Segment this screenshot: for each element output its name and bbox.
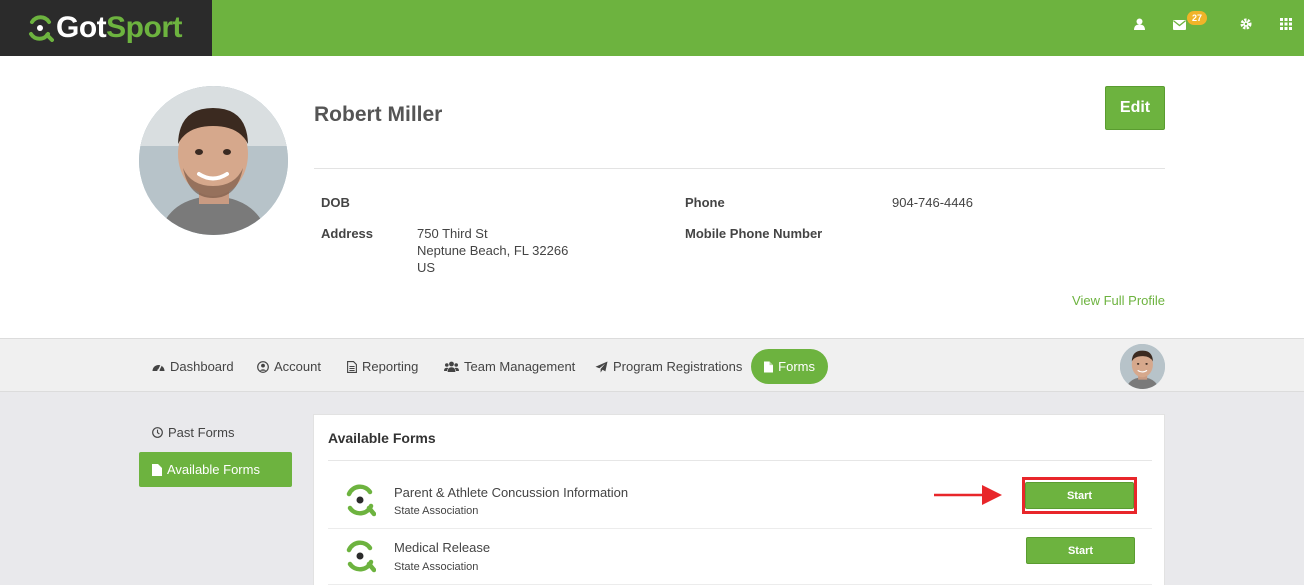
address-line-3: US xyxy=(417,260,436,275)
logo-mark-icon xyxy=(29,15,54,42)
users-icon xyxy=(444,361,459,372)
tab-account[interactable]: Account xyxy=(244,349,334,384)
tab-reporting-label: Reporting xyxy=(362,359,419,374)
clock-icon xyxy=(152,427,163,438)
tab-reporting[interactable]: Reporting xyxy=(334,349,431,384)
form-issuer: State Association xyxy=(394,561,479,573)
phone-label: Phone xyxy=(685,195,725,210)
tab-team-management[interactable]: Team Management xyxy=(431,349,588,384)
available-forms-label: Available Forms xyxy=(167,462,260,477)
start-form-button[interactable]: Start xyxy=(1026,537,1135,564)
gotsport-form-icon xyxy=(346,540,376,573)
tab-program-registrations-label: Program Registrations xyxy=(613,359,743,374)
tab-team-management-label: Team Management xyxy=(464,359,576,374)
main-nav: Dashboard Account Reporting Team Managem… xyxy=(0,338,1304,392)
past-forms-link[interactable]: Past Forms xyxy=(152,425,234,440)
annotation-highlight-box xyxy=(1022,477,1137,514)
available-forms-link[interactable]: Available Forms xyxy=(139,452,292,487)
profile-section: Robert Miller Edit DOB Address 750 Third… xyxy=(0,56,1304,338)
address-label: Address xyxy=(321,226,374,241)
user-avatar-menu[interactable] xyxy=(1120,344,1165,389)
tab-account-label: Account xyxy=(274,359,321,374)
gotsport-form-icon xyxy=(346,484,376,517)
message-count-badge: 27 xyxy=(1187,11,1208,25)
paper-plane-icon xyxy=(595,361,608,372)
file-icon xyxy=(764,361,774,372)
gear-icon[interactable] xyxy=(1240,18,1252,30)
tab-dashboard-label: Dashboard xyxy=(170,359,234,374)
tab-forms-label: Forms xyxy=(778,359,815,374)
address-value: 750 Third St Neptune Beach, FL 32266 US xyxy=(417,225,568,276)
edit-profile-button[interactable]: Edit xyxy=(1105,86,1165,130)
user-circle-icon xyxy=(257,360,269,373)
file-icon xyxy=(152,463,162,476)
logo-text-sport: Sport xyxy=(106,11,182,44)
phone-value: 904-746-4446 xyxy=(892,195,973,210)
envelope-icon[interactable]: 27 xyxy=(1173,11,1208,30)
profile-divider xyxy=(314,168,1165,169)
dashboard-icon xyxy=(152,365,165,372)
form-name: Medical Release xyxy=(394,540,491,555)
available-forms-card: Available Forms Parent & Athlete Concuss… xyxy=(313,414,1165,585)
dob-label: DOB xyxy=(321,195,350,210)
mobile-phone-label: Mobile Phone Number xyxy=(685,226,823,241)
grid-icon[interactable] xyxy=(1280,18,1292,30)
address-line-1: 750 Third St xyxy=(417,226,488,241)
form-name: Parent & Athlete Concussion Information xyxy=(394,485,629,500)
tab-program-registrations[interactable]: Program Registrations xyxy=(582,349,755,384)
card-divider xyxy=(328,460,1152,461)
user-icon[interactable] xyxy=(1134,18,1145,30)
past-forms-label: Past Forms xyxy=(168,425,235,440)
start-form-button[interactable]: Start xyxy=(1025,482,1134,509)
row-divider xyxy=(328,528,1152,529)
address-line-2: Neptune Beach, FL 32266 xyxy=(417,243,569,258)
top-bar: GotSport 27 xyxy=(0,0,1304,56)
annotation-arrow xyxy=(934,485,1002,505)
logo-text-got: Got xyxy=(56,11,107,44)
gotsport-logo[interactable]: GotSport xyxy=(0,0,212,56)
tab-forms[interactable]: Forms xyxy=(751,349,828,384)
tab-dashboard[interactable]: Dashboard xyxy=(139,349,247,384)
card-title: Available Forms xyxy=(328,430,436,446)
profile-avatar xyxy=(139,86,288,235)
profile-name: Robert Miller xyxy=(314,103,443,126)
document-icon xyxy=(347,360,357,373)
view-full-profile-link[interactable]: View Full Profile xyxy=(1072,293,1165,308)
form-issuer: State Association xyxy=(394,505,479,517)
